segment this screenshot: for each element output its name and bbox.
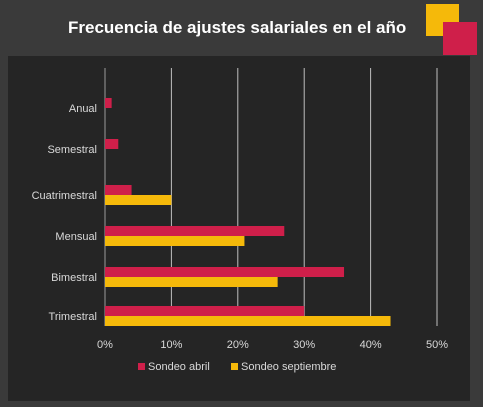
- category-label: Anual: [69, 103, 97, 115]
- category-label: Mensual: [55, 231, 97, 243]
- x-tick-label: 30%: [293, 339, 315, 351]
- x-tick-label: 50%: [426, 339, 448, 351]
- bar-abril: [105, 139, 119, 149]
- bar-abril: [105, 267, 345, 277]
- category-label: Trimestral: [49, 311, 97, 323]
- bar-septiembre: [105, 195, 172, 205]
- bar-abril: [105, 98, 112, 108]
- bar-abril: [105, 185, 132, 195]
- x-tick-label: 0%: [97, 339, 113, 351]
- bar-septiembre: [105, 236, 245, 246]
- bar-septiembre: [105, 277, 278, 287]
- bar-abril: [105, 306, 305, 316]
- bar-abril: [105, 226, 285, 236]
- legend-label: Sondeo abril: [148, 361, 210, 373]
- category-label: Cuatrimestral: [32, 190, 97, 202]
- bar-septiembre: [105, 316, 391, 326]
- bar-chart: 0% 10% 20% 30% 40% 50% Anual Semestral Cuatrimes…: [32, 68, 448, 373]
- category-label: Bimestral: [51, 272, 97, 284]
- x-tick-label: 10%: [160, 339, 182, 351]
- legend-swatch: [231, 363, 238, 370]
- x-tick-label: 40%: [360, 339, 382, 351]
- legend-swatch: [138, 363, 145, 370]
- legend-label: Sondeo septiembre: [241, 361, 336, 373]
- logo-red-square: [443, 22, 477, 55]
- category-label: Semestral: [47, 144, 97, 156]
- chart-title: Frecuencia de ajustes salariales en el a…: [68, 18, 407, 37]
- chart-panel: 0% 10% 20% 30% 40% 50% Anual Semestral Cuatrimes…: [8, 56, 470, 401]
- x-tick-label: 20%: [227, 339, 249, 351]
